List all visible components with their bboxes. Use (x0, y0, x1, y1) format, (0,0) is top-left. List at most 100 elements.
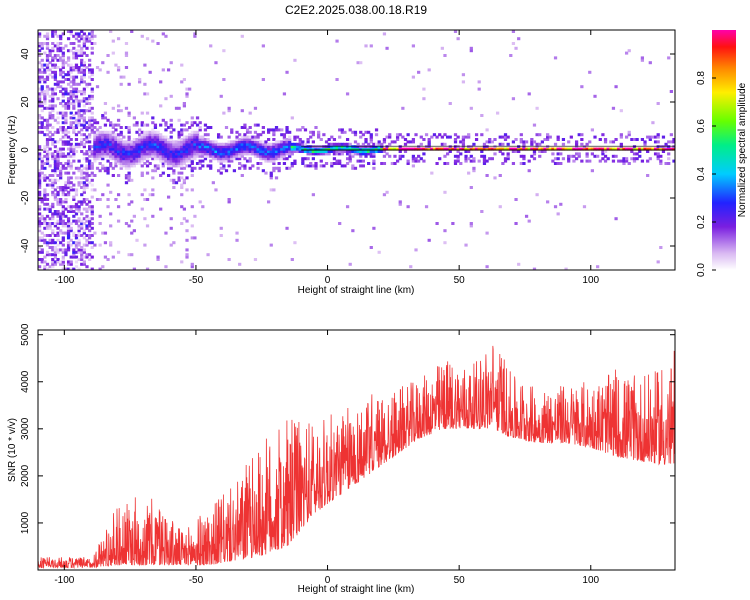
heatmap-cell (517, 145, 521, 149)
heatmap-cell (119, 157, 123, 161)
heatmap-cell (45, 92, 50, 96)
heatmap-cell (551, 147, 555, 151)
heatmap-cell (80, 174, 84, 177)
heatmap-cell (122, 157, 126, 161)
heatmap-cell (119, 75, 123, 79)
heatmap-cell (472, 147, 476, 151)
heatmap-cell (464, 157, 468, 161)
heatmap-cell (277, 142, 281, 146)
heatmap-cell (51, 186, 55, 189)
figure-title: C2E2.2025.038.00.18.R19 (285, 3, 427, 17)
heatmap-cell (59, 186, 63, 189)
heatmap-cell (385, 190, 389, 194)
heatmap-cell (48, 265, 52, 269)
heatmap-cell (82, 186, 86, 189)
heatmap-cell (143, 82, 147, 86)
heatmap-cell (130, 154, 134, 158)
heatmap-cell (180, 152, 184, 156)
heatmap-cell (253, 138, 258, 141)
heatmap-cell (159, 174, 163, 177)
heatmap-cell (259, 157, 263, 161)
heatmap-cell (88, 166, 92, 170)
heatmap-cell (293, 147, 297, 151)
heatmap-cell (72, 78, 76, 81)
heatmap-cell (45, 159, 50, 163)
heatmap-cell (109, 138, 113, 141)
heatmap-cell (317, 130, 321, 134)
heatmap-cell (77, 102, 81, 105)
heatmap-cell (430, 147, 434, 151)
heatmap-cell (298, 140, 302, 144)
heatmap-cell (111, 174, 115, 177)
heatmap-cell (90, 226, 94, 230)
heatmap-cell (243, 142, 247, 146)
heatmap-cell (61, 205, 65, 209)
heatmap-cell (614, 138, 618, 141)
heatmap-cell (109, 135, 113, 139)
heatmap-cell (269, 243, 273, 247)
heatmap-cell (556, 212, 560, 216)
heatmap-cell (66, 78, 71, 81)
heatmap-cell (156, 152, 160, 156)
heatmap-cell (77, 231, 81, 235)
heatmap-cell (98, 214, 102, 218)
heatmap-cell (98, 150, 102, 153)
heatmap-cell (235, 231, 239, 235)
heatmap-cell (59, 166, 63, 170)
heatmap-cell (619, 135, 623, 139)
heatmap-cell (111, 154, 115, 158)
heatmap-cell (164, 97, 168, 101)
heatmap-cell (646, 174, 650, 177)
heatmap-cell (195, 138, 200, 141)
heatmap-cell (461, 135, 466, 139)
heatmap-cell (356, 152, 360, 156)
heatmap-cell (269, 188, 273, 192)
heatmap-cell (472, 169, 476, 173)
heatmap-cell (85, 85, 89, 89)
heatmap-cell (77, 176, 81, 180)
heatmap-cell (474, 133, 479, 137)
heatmap-cell (480, 114, 484, 117)
heatmap-cell (88, 39, 92, 43)
heatmap-cell (114, 162, 118, 165)
heatmap-cell (385, 145, 389, 149)
heatmap-cell (69, 66, 73, 69)
heatmap-cell (59, 102, 63, 105)
heatmap-cell (169, 147, 173, 151)
heatmap-cell (80, 128, 84, 132)
heatmap-cell (61, 56, 65, 60)
heatmap-cell (106, 138, 110, 141)
heatmap-cell (240, 135, 244, 139)
heatmap-cell (288, 135, 292, 139)
snr-series-line (38, 345, 675, 570)
heatmap-cell (174, 181, 179, 185)
heatmap-cell (295, 145, 300, 149)
heatmap-cell (377, 250, 381, 254)
heatmap-cell (256, 150, 260, 153)
heatmap-cell (288, 130, 292, 134)
heatmap-cell (43, 70, 47, 74)
heatmap-cell (406, 147, 410, 151)
heatmap-cell (151, 138, 155, 141)
heatmap-cell (317, 135, 321, 139)
heatmap-cell (335, 145, 339, 149)
heatmap-cell (214, 154, 218, 158)
heatmap-cell (48, 234, 52, 237)
heatmap-cell (140, 130, 144, 134)
heatmap-cell (145, 138, 150, 141)
heatmap-cell (135, 150, 139, 153)
heatmap-cell (56, 250, 60, 254)
heatmap-cell (606, 147, 610, 151)
heatmap-cell (182, 128, 186, 132)
heatmap-cell (38, 121, 42, 125)
heatmap-cell (259, 152, 263, 156)
heatmap-cell (53, 44, 58, 48)
heatmap-cell (74, 49, 79, 53)
heatmap-cell (190, 121, 194, 125)
heatmap-cell (222, 150, 226, 153)
heatmap-cell (69, 267, 73, 270)
heatmap-cell (351, 152, 355, 156)
heatmap-cell (101, 152, 105, 156)
heatmap-cell (361, 142, 365, 146)
